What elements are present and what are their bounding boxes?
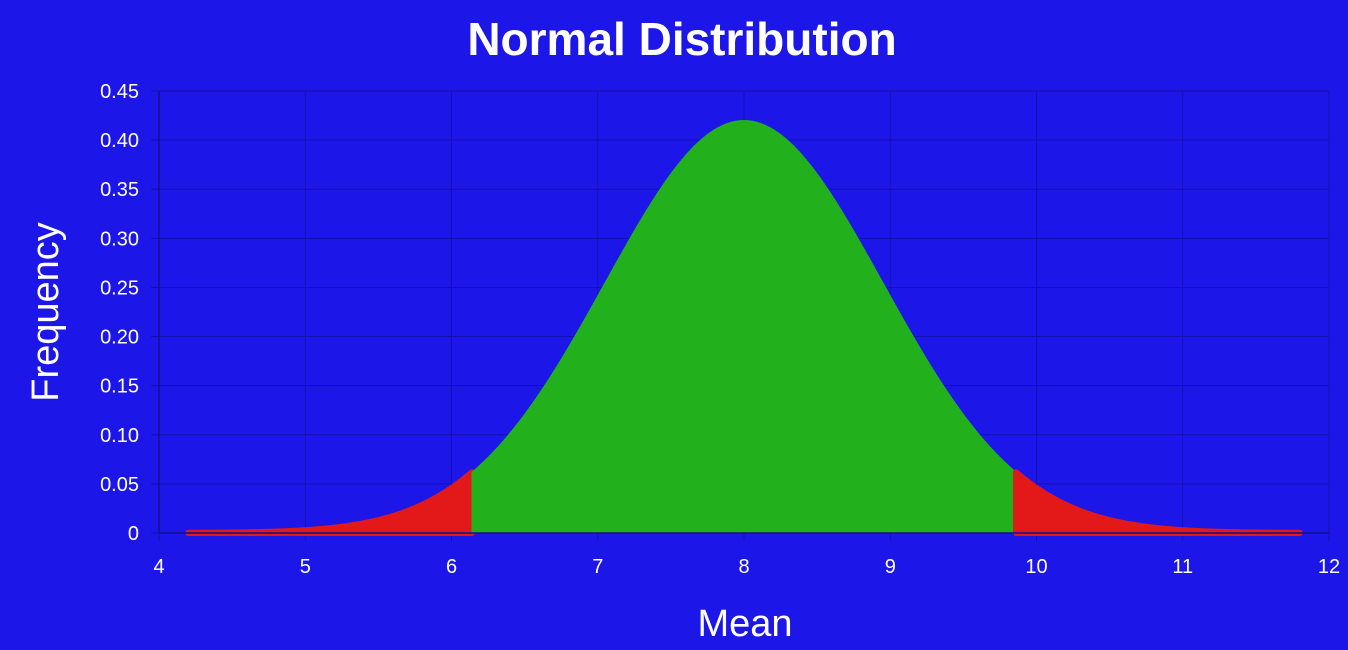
- axes: [158, 91, 1329, 534]
- y-tick-label: 0.45: [100, 81, 139, 103]
- y-tick-label: 0.10: [100, 425, 139, 447]
- x-tick-label: 10: [1025, 556, 1047, 578]
- x-tick-label: 4: [153, 556, 164, 578]
- central-region: [471, 120, 1017, 534]
- x-tick-label: 12: [1318, 556, 1340, 578]
- x-tick-label: 11: [1172, 556, 1193, 578]
- y-tick-label: 0.25: [100, 277, 139, 299]
- left-tail-region: [185, 469, 475, 536]
- right-tail-region: [1013, 469, 1303, 536]
- y-tick-label: 0.05: [100, 474, 139, 496]
- y-tick-label: 0.20: [100, 327, 139, 349]
- y-tick-label: 0: [128, 523, 139, 545]
- y-tick-label: 0.35: [100, 179, 139, 201]
- distribution-areas: [185, 120, 1303, 536]
- x-tick-label: 8: [738, 556, 749, 578]
- tick-labels: 0 0.05 0.10 0.15 0.20 0.25 0.30 0.35 0.40 0.45 4 5 6…: [100, 81, 1340, 578]
- x-tick-label: 5: [300, 556, 311, 578]
- y-axis-title: Frequency: [25, 222, 67, 402]
- x-tick-label: 6: [446, 556, 457, 578]
- y-tick-label: 0.15: [100, 376, 139, 398]
- x-tick-label: 9: [885, 556, 896, 578]
- chart-title: Normal Distribution: [467, 13, 896, 65]
- x-axis-title: Mean: [697, 603, 792, 645]
- y-tick-label: 0.30: [100, 228, 139, 250]
- x-tick-label: 7: [592, 556, 603, 578]
- y-tick-label: 0.40: [100, 130, 139, 152]
